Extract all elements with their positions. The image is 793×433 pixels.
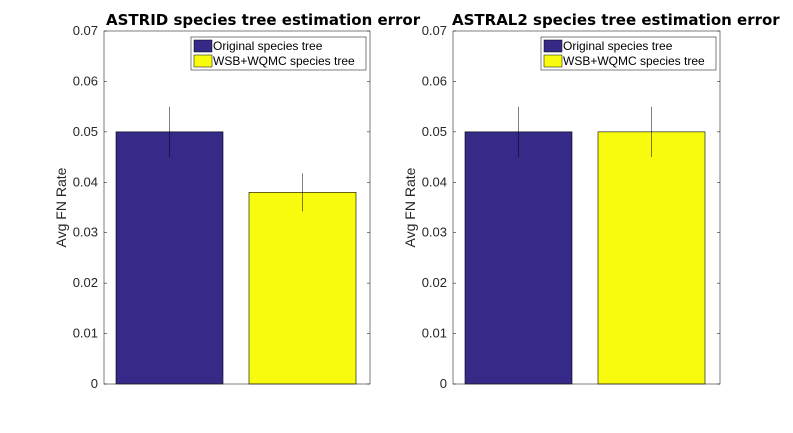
axes-box	[452, 30, 721, 385]
axes-box	[103, 30, 371, 385]
y-tick-label: 0.03	[422, 225, 447, 240]
legend-swatch-wsb-wqmc	[543, 54, 563, 68]
y-tick-label: 0.05	[73, 124, 98, 139]
y-tick-label: 0	[91, 376, 98, 391]
chart-panel-1: 0 0.01 0.02 0.03 0.04 0.05 0.06 0.07 ASTRID spec…	[53, 11, 421, 391]
y-tick-label: 0.06	[422, 73, 447, 88]
y-tick-label: 0.03	[73, 225, 98, 240]
y-tick-label: 0.07	[73, 23, 98, 38]
y-tick-label: 0.04	[422, 174, 447, 189]
chart-panel-2: 0 0.01 0.02 0.03 0.04 0.05 0.06 0.07 ASTRAL2 spe…	[402, 11, 780, 391]
y-tick-label: 0.04	[73, 174, 98, 189]
y-tick-label: 0.02	[422, 275, 447, 290]
y-tick-label: 0.01	[73, 326, 98, 341]
chart-title: ASTRID species tree estimation error	[106, 11, 421, 29]
y-tick-label: 0.06	[73, 73, 98, 88]
legend-swatch-original	[543, 39, 563, 53]
bar-wsb-wqmc	[597, 131, 706, 385]
y-axis-label: Avg FN Rate	[402, 167, 418, 247]
y-tick-label: 0.05	[422, 124, 447, 139]
y-tick-label: 0	[440, 376, 447, 391]
legend-label-original: Original species tree	[563, 39, 673, 53]
y-axis-label: Avg FN Rate	[53, 167, 69, 247]
bar-original	[115, 131, 224, 385]
legend-label-original: Original species tree	[213, 39, 323, 53]
legend-label-wsb-wqmc: WSB+WQMC species tree	[213, 54, 355, 68]
legend-label-wsb-wqmc: WSB+WQMC species tree	[563, 54, 705, 68]
chart-title: ASTRAL2 species tree estimation error	[452, 11, 780, 29]
legend-box	[540, 36, 717, 71]
legend-swatch-original	[193, 39, 213, 53]
bar-original	[464, 131, 573, 385]
y-tick-label: 0.01	[422, 326, 447, 341]
y-tick-label: 0.02	[73, 275, 98, 290]
y-tick-label: 0.07	[422, 23, 447, 38]
bar-wsb-wqmc	[248, 192, 357, 385]
legend-swatch-wsb-wqmc	[193, 54, 213, 68]
legend-box	[190, 36, 367, 71]
